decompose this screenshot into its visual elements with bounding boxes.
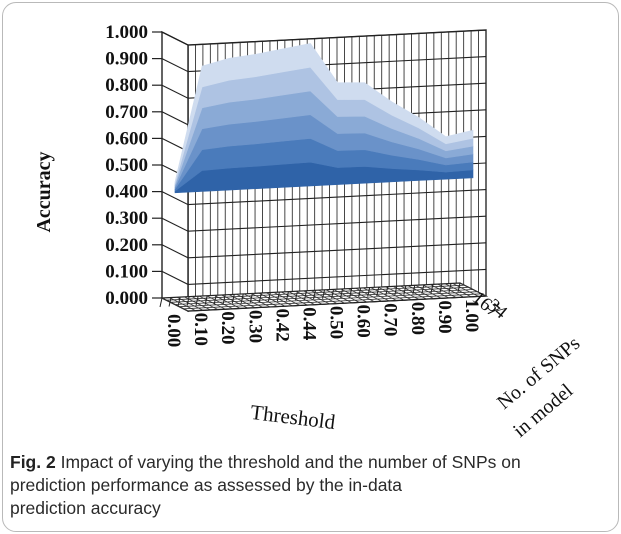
y-tick-label: 0.400 bbox=[105, 182, 148, 203]
x-tick-label: 0.42 bbox=[271, 309, 292, 342]
x-tick bbox=[177, 296, 181, 307]
x-tick bbox=[412, 285, 416, 295]
x-tick bbox=[448, 283, 452, 293]
y-tick-label: 0.500 bbox=[105, 155, 148, 176]
x-tick bbox=[322, 289, 326, 299]
x-tick bbox=[222, 294, 226, 304]
caption-fig-label: Fig. 2 bbox=[10, 452, 56, 472]
x-tick-label: 0.30 bbox=[244, 310, 265, 343]
x-tick bbox=[457, 282, 461, 293]
x-tick bbox=[303, 290, 307, 300]
y-tick-label: 0.300 bbox=[105, 208, 148, 229]
y-tick-label: 0.800 bbox=[105, 75, 148, 96]
x-tick bbox=[439, 283, 443, 294]
y-tick-label: 1.000 bbox=[105, 22, 148, 43]
x-tick-label: 0.20 bbox=[217, 311, 238, 344]
x-tick bbox=[313, 290, 317, 300]
x-tick bbox=[285, 291, 289, 301]
x-tick bbox=[204, 295, 208, 305]
figure-caption: Fig. 2 Impact of varying the threshold a… bbox=[10, 451, 610, 520]
x-tick-label: 0.60 bbox=[353, 304, 374, 337]
x-tick-label: 0.10 bbox=[190, 313, 211, 346]
x-tick bbox=[394, 286, 398, 296]
x-tick bbox=[385, 286, 389, 296]
x-tick bbox=[249, 293, 253, 303]
grid-line bbox=[174, 289, 474, 305]
grid-line bbox=[161, 29, 487, 46]
y-axis-label: Accuracy bbox=[33, 151, 55, 232]
grid-line bbox=[161, 215, 487, 232]
x-tick bbox=[376, 286, 380, 297]
x-tick-label: 0.50 bbox=[326, 306, 347, 339]
caption-line-3: prediction accuracy bbox=[10, 498, 161, 518]
x-tick bbox=[331, 289, 335, 299]
plot-area: 0.0000.1000.2000.3000.4000.5000.6000.700… bbox=[33, 22, 584, 442]
grid-line bbox=[161, 189, 487, 206]
grid-line bbox=[161, 268, 487, 285]
x-tick-label: 1.00 bbox=[461, 299, 482, 332]
x-tick bbox=[367, 287, 371, 297]
x-tick bbox=[358, 287, 362, 298]
grid-line bbox=[161, 242, 487, 259]
caption-line-2: prediction performance as assessed by th… bbox=[10, 475, 403, 495]
x-tick bbox=[159, 297, 163, 308]
x-tick bbox=[421, 284, 425, 294]
y-tick-label: 0.600 bbox=[105, 128, 148, 149]
grid-line bbox=[179, 291, 478, 308]
x-tick-label: 0.90 bbox=[434, 300, 455, 333]
x-tick-label: 0.80 bbox=[407, 302, 428, 335]
grid-line bbox=[161, 82, 487, 99]
x-tick bbox=[276, 291, 280, 302]
x-tick-label: 0.00 bbox=[163, 314, 184, 347]
x-tick bbox=[186, 296, 190, 306]
y-tick-label: 0.000 bbox=[105, 288, 148, 309]
x-tick bbox=[294, 291, 298, 301]
surface-band bbox=[174, 43, 474, 184]
grid-line bbox=[170, 286, 469, 303]
x-tick-label: 0.70 bbox=[380, 303, 401, 336]
grid-line bbox=[183, 293, 482, 310]
y-tick-label: 0.900 bbox=[105, 49, 148, 70]
x-tick bbox=[349, 288, 353, 298]
y-tick-label: 0.700 bbox=[105, 102, 148, 123]
x-tick bbox=[195, 296, 199, 306]
x-tick bbox=[267, 292, 271, 302]
surface-chart: 0.0000.1000.2000.3000.4000.5000.6000.700… bbox=[33, 22, 584, 442]
x-tick bbox=[240, 293, 244, 304]
x-tick bbox=[168, 297, 172, 307]
x-tick bbox=[340, 288, 344, 299]
x-tick bbox=[403, 285, 407, 295]
y-tick-label: 0.100 bbox=[105, 261, 148, 282]
x-tick bbox=[258, 292, 262, 303]
caption-line-1: Impact of varying the threshold and the … bbox=[60, 452, 521, 472]
x-tick bbox=[430, 284, 434, 294]
x-tick-label: 0.44 bbox=[298, 307, 319, 341]
x-tick bbox=[213, 295, 217, 305]
y-tick-label: 0.200 bbox=[105, 235, 148, 256]
x-axis-label: Threshold bbox=[249, 400, 337, 434]
x-tick bbox=[231, 294, 235, 304]
grid-line bbox=[161, 56, 487, 73]
